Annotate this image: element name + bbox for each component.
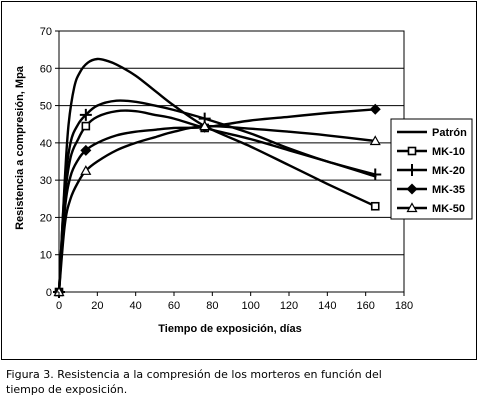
y-tick-label: 50 xyxy=(40,101,52,113)
legend-label-patr-n: Patrón xyxy=(432,127,467,139)
legend-label-mk-20: MK-20 xyxy=(432,165,465,177)
x-tick-label: 80 xyxy=(206,300,218,312)
data-point-mk-35 xyxy=(369,103,381,115)
x-tick-label: 20 xyxy=(91,300,103,312)
legend-marker-mk-20 xyxy=(406,164,418,176)
x-tick-label: 40 xyxy=(130,300,142,312)
data-point-mk-35 xyxy=(80,144,92,156)
chart-frame: 0 10 20 30 40 50 60 70 0 20 40 60 80 100 120 140 160 180 … xyxy=(1,1,477,360)
legend-marker-mk-35 xyxy=(406,183,418,195)
y-tick-label: 20 xyxy=(40,212,52,224)
data-point-mk-50 xyxy=(199,120,211,131)
y-tick-label: 60 xyxy=(40,63,52,75)
x-tick-label: 140 xyxy=(318,300,336,312)
x-tick-label: 60 xyxy=(168,300,180,312)
x-tick-label: 0 xyxy=(56,300,62,312)
data-point-mk-20 xyxy=(369,168,382,181)
y-tick-label: 70 xyxy=(40,26,52,38)
series-line-mk-20 xyxy=(57,99,377,294)
legend: Patrón MK-10 MK-20 MK-35 MK-50 xyxy=(390,118,473,220)
data-point-mk-20 xyxy=(79,108,92,121)
series-line-patr-n xyxy=(57,57,377,294)
figure-caption: Figura 3. Resistencia a la compresión de… xyxy=(6,367,476,397)
legend-label-mk-10: MK-10 xyxy=(432,146,465,158)
series-line-mk-50 xyxy=(57,124,377,294)
caption-line-1: Figura 3. Resistencia a la compresión de… xyxy=(6,368,382,381)
x-tick-label: 100 xyxy=(241,300,259,312)
x-tick-label: 180 xyxy=(395,300,413,312)
y-tick-label: 10 xyxy=(40,250,52,262)
data-point-mk-50 xyxy=(80,165,92,175)
plot-area xyxy=(58,30,405,293)
y-axis-title: Resistencia a compresión, Mpa xyxy=(14,65,26,230)
x-tick-label: 160 xyxy=(356,300,374,312)
y-tick-label: 0 xyxy=(46,287,52,299)
legend-label-mk-35: MK-35 xyxy=(432,184,465,196)
data-point-mk-50 xyxy=(369,135,381,146)
x-tick-label: 120 xyxy=(280,300,298,312)
legend-marker-mk-50 xyxy=(406,202,418,213)
data-point-mk-10 xyxy=(81,121,91,131)
y-tick-label: 40 xyxy=(40,138,52,150)
series-line-mk-35 xyxy=(57,108,377,294)
x-axis-title: Tiempo de exposición, días xyxy=(158,323,301,335)
data-point-mk-10 xyxy=(370,201,380,211)
y-tick-label: 30 xyxy=(40,175,52,187)
legend-marker-mk-10 xyxy=(407,146,417,156)
legend-label-mk-50: MK-50 xyxy=(432,203,465,215)
caption-line-2: tiempo de exposición. xyxy=(6,383,128,396)
series-line-mk-10 xyxy=(57,109,377,294)
